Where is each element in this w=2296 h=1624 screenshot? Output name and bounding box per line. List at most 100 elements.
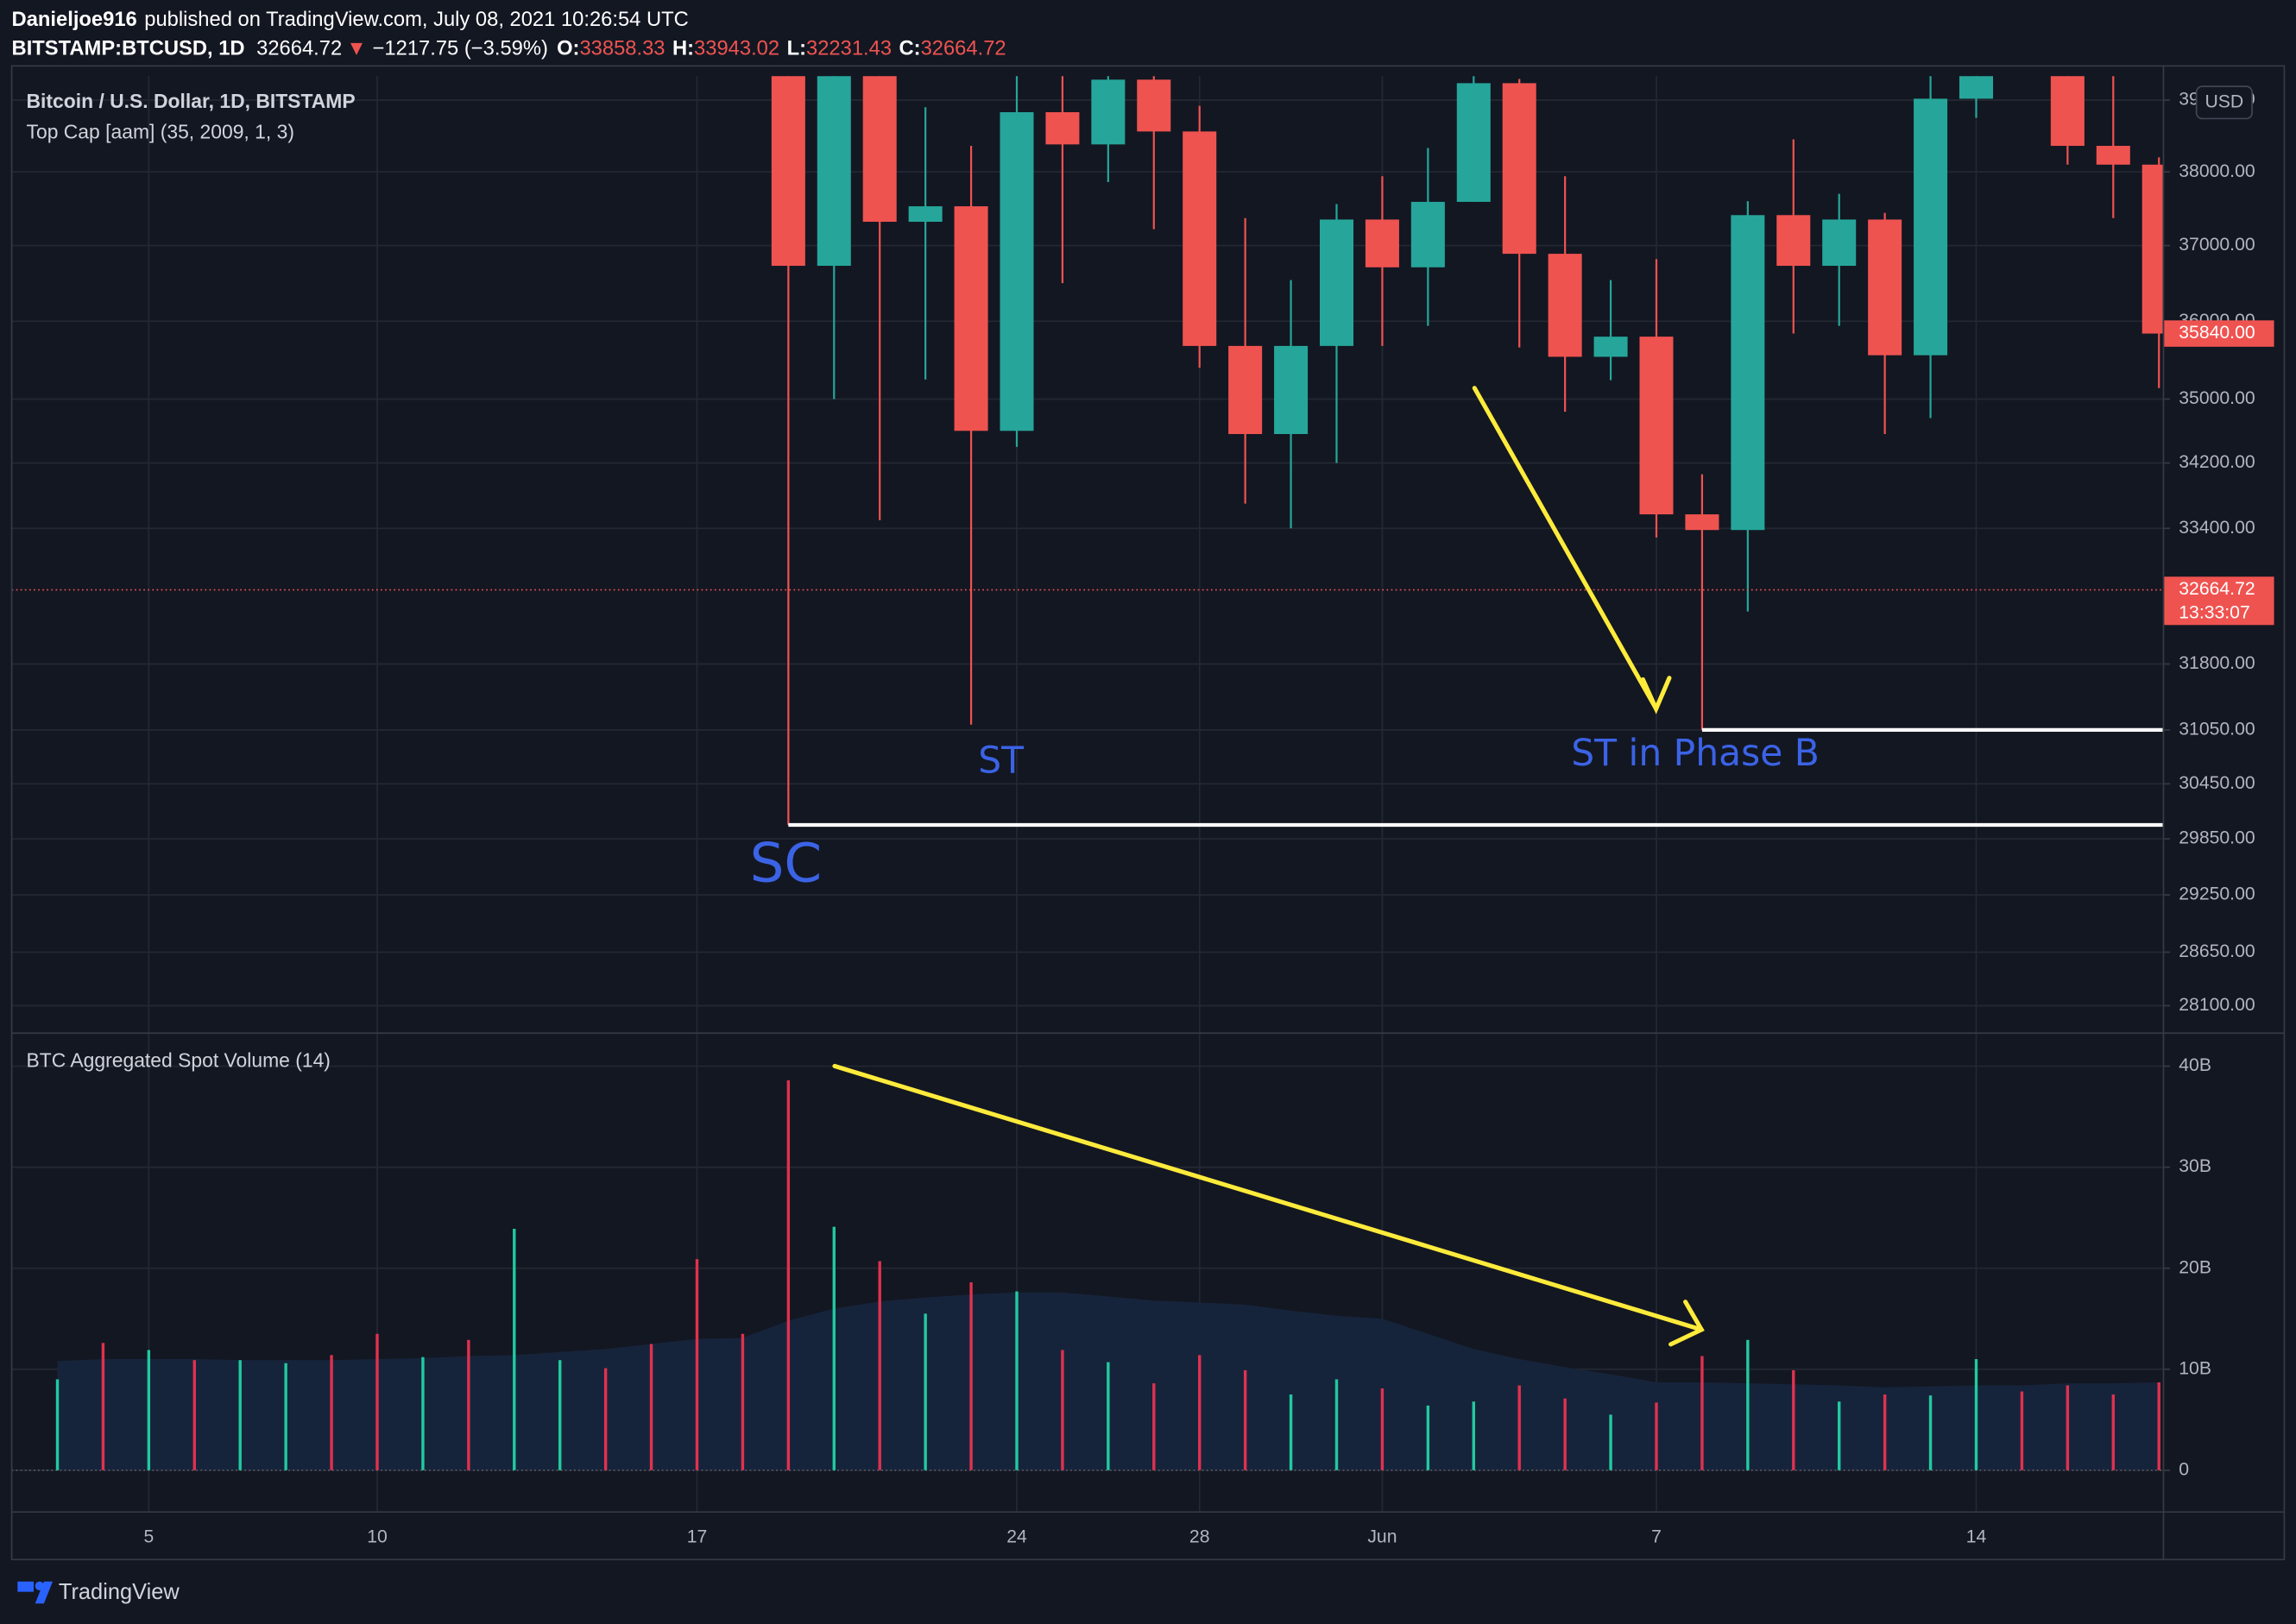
y-tick-label: 0 — [2179, 1459, 2189, 1479]
volume-bar — [1928, 1395, 1933, 1470]
candle-body — [1365, 219, 1399, 268]
y-tick-label: 37000.00 — [2179, 235, 2255, 255]
volume-bar — [558, 1360, 562, 1470]
annotation: ST in Phase B — [1571, 733, 1820, 775]
y-tick-label: 20B — [2179, 1257, 2211, 1277]
volume-bar — [1289, 1394, 1293, 1470]
price-marker-label: 35840.00 — [2179, 323, 2255, 343]
volume-bar — [421, 1356, 425, 1470]
arrows — [832, 386, 1705, 1347]
footer-brand: TradingView — [59, 1580, 180, 1604]
ohlc-value: 32231.43 — [806, 37, 892, 60]
annotation: ST — [978, 740, 1025, 783]
candle-body — [1456, 83, 1491, 202]
y-tick-label: 28650.00 — [2179, 941, 2255, 961]
volume-bar — [1746, 1339, 1750, 1470]
symbol: BITSTAMP:BTCUSD, 1D — [12, 37, 245, 60]
logo-shape — [35, 1581, 54, 1604]
y-tick-label: 28100.00 — [2179, 995, 2255, 1015]
volume-bar — [513, 1229, 516, 1470]
volume-bar — [1243, 1369, 1247, 1470]
candle-body — [2141, 164, 2163, 334]
candle-body — [1639, 337, 1674, 515]
y-tick-label: 10B — [2179, 1358, 2211, 1378]
volume-bar — [1472, 1401, 1475, 1470]
y-tick-label: 30450.00 — [2179, 773, 2255, 793]
volume-bar — [878, 1261, 881, 1470]
volume-bar — [1015, 1291, 1019, 1470]
direction: ▼ — [346, 37, 367, 60]
candle-body — [1914, 98, 1948, 356]
publish-line: Danieljoe916 published on TradingView.com… — [12, 8, 689, 31]
volume-bar — [2066, 1385, 2070, 1470]
y-tick-label: 29850.00 — [2179, 828, 2255, 848]
ohlc-label: L: — [787, 37, 806, 60]
candle-body — [1868, 219, 1902, 356]
indicator-title: Top Cap [aam] (35, 2009, 1, 3) — [27, 120, 294, 142]
x-tick-label: 10 — [367, 1526, 388, 1546]
candle-body — [862, 76, 897, 223]
y-tick-label: 34200.00 — [2179, 452, 2255, 472]
candle-body — [1228, 345, 1263, 434]
volume-bar — [1334, 1379, 1339, 1470]
volume-bar — [649, 1344, 653, 1470]
y-tick-label: 31050.00 — [2179, 719, 2255, 739]
price-pane — [11, 76, 2163, 828]
x-tick-label: 17 — [687, 1526, 708, 1546]
candle-body — [1593, 337, 1628, 357]
volume-bar — [238, 1360, 242, 1470]
volume-bar — [924, 1313, 927, 1470]
volume-bar — [969, 1282, 973, 1470]
ohlc-label: H: — [672, 37, 694, 60]
volume-bar — [1152, 1383, 1156, 1470]
volume-bar — [2020, 1391, 2024, 1470]
volume-bar — [1974, 1359, 1978, 1470]
currency-label: USD — [2205, 91, 2244, 111]
volume-bar — [741, 1333, 745, 1470]
volume-bar — [147, 1350, 151, 1470]
volume-bar — [1107, 1362, 1110, 1470]
publish-text: published on TradingView.com, July 08, 2… — [144, 8, 689, 31]
volume-bar — [1609, 1414, 1612, 1470]
axes: 510172428Jun71439000.0038000.0037000.003… — [143, 90, 2255, 1547]
currency-box — [2195, 85, 2253, 120]
arrow-head — [1668, 1300, 1705, 1347]
arrow-head — [1640, 676, 1672, 714]
volume-bar — [1061, 1350, 1064, 1470]
y-tick-label: 38000.00 — [2179, 161, 2255, 181]
ohlc-value: 33943.02 — [694, 37, 779, 60]
price-marker-box — [2164, 320, 2274, 347]
volume-pane — [11, 1080, 2163, 1471]
last-price-box — [2164, 576, 2274, 626]
overlays: 32664.72 13:33:07 35840.00 USD — [2164, 85, 2274, 626]
annotation: SC — [750, 832, 823, 895]
candle-body — [1091, 79, 1126, 145]
x-tick-label: 28 — [1189, 1526, 1210, 1546]
candle-body — [1685, 514, 1719, 531]
x-tick-label: 7 — [1651, 1526, 1662, 1546]
footer-logo: TradingView — [17, 1580, 180, 1604]
volume-bar — [832, 1226, 836, 1470]
author: Danieljoe916 — [12, 8, 137, 31]
ohlc-label: C: — [899, 37, 921, 60]
volume-bar — [1426, 1405, 1430, 1470]
candle-body — [1410, 201, 1445, 268]
ticker-line: BITSTAMP:BTCUSD, 1D 32664.72 ▼ −1217.75 (−3… — [12, 37, 1006, 60]
y-tick-label: 29250.00 — [2179, 884, 2255, 904]
y-tick-label: 40B — [2179, 1055, 2211, 1075]
candle-body — [1274, 345, 1309, 434]
volume-bar — [330, 1355, 333, 1470]
volume-bar — [603, 1368, 608, 1470]
volume-bar — [375, 1333, 379, 1470]
y-tick-label: 35000.00 — [2179, 388, 2255, 408]
x-tick-label: 24 — [1006, 1526, 1027, 1546]
ohlc-value: 32664.72 — [921, 37, 1006, 60]
y-tick-label: 30B — [2179, 1156, 2211, 1176]
volume-bar — [55, 1379, 60, 1470]
candle-body — [1045, 112, 1080, 145]
volume-bar — [192, 1360, 196, 1470]
candle-body — [1502, 83, 1536, 255]
candle-body — [1137, 79, 1171, 132]
y-tick-label: 33400.00 — [2179, 518, 2255, 538]
